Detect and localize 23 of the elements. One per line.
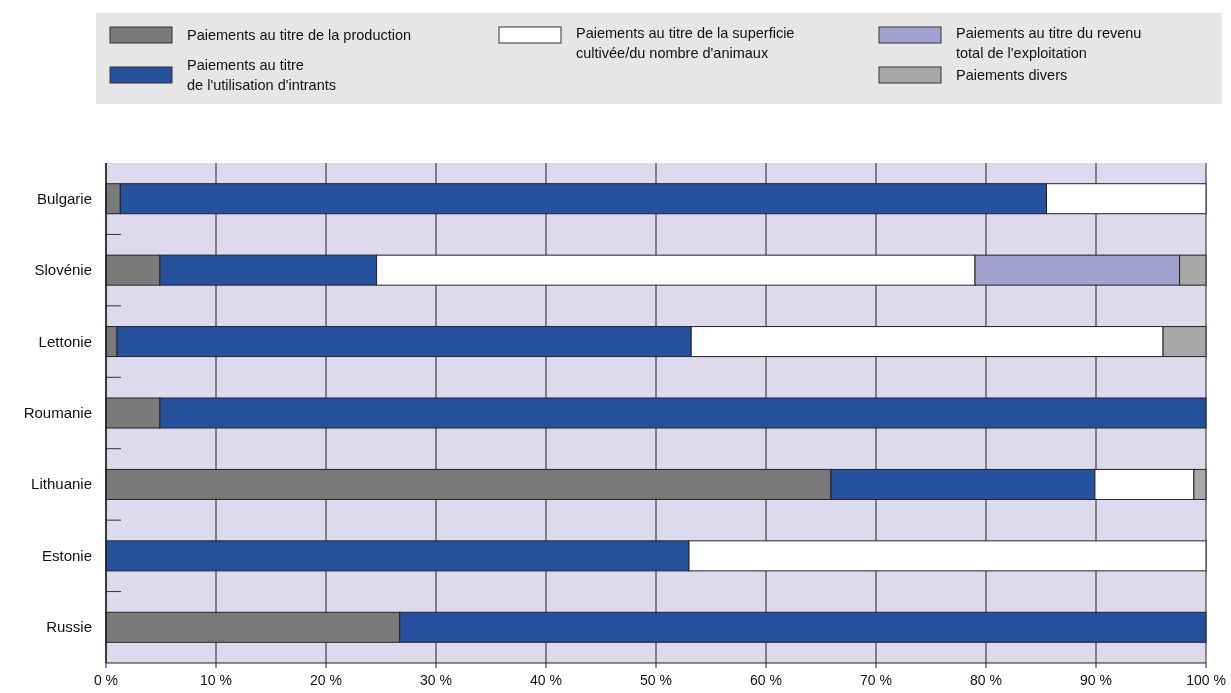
x-tick-label: 40 % [530, 672, 562, 688]
x-tick-label: 60 % [750, 672, 782, 688]
x-tick-label: 0 % [93, 672, 119, 688]
y-tick-label: Roumanie [23, 404, 92, 421]
x-tick-label: 30 % [420, 672, 452, 688]
x-tick-label: 90 % [1080, 672, 1112, 688]
legend-label: Paiements divers [956, 67, 1068, 83]
legend-label: Paiements au titre de l'utilisation d'intrants [187, 57, 337, 93]
x-tick-label: 50 % [640, 672, 672, 688]
legend-label: Paiements au titre de la production [187, 27, 412, 43]
x-tick-label: 20 % [310, 672, 342, 688]
y-tick-label: Slovénie [34, 261, 92, 279]
y-tick-label: Estonie [41, 546, 92, 564]
y-tick-label: Bulgarie [36, 189, 92, 207]
x-tick-label: 70 % [860, 672, 892, 688]
legend-label: Paiements au titre de la superficie cultivée/du nombre d'animaux [576, 25, 795, 61]
y-tick-label: Lithuanie [31, 475, 92, 493]
legend-label: Paiements au titre du revenu total de l'exploitation [956, 25, 1142, 61]
x-tick-label: 100 % [1186, 672, 1226, 688]
x-tick-label: 80 % [970, 672, 1002, 688]
x-tick-label: 10 % [200, 672, 232, 688]
y-tick-label: Lettonie [38, 332, 92, 350]
y-tick-label: Russie [46, 618, 92, 636]
